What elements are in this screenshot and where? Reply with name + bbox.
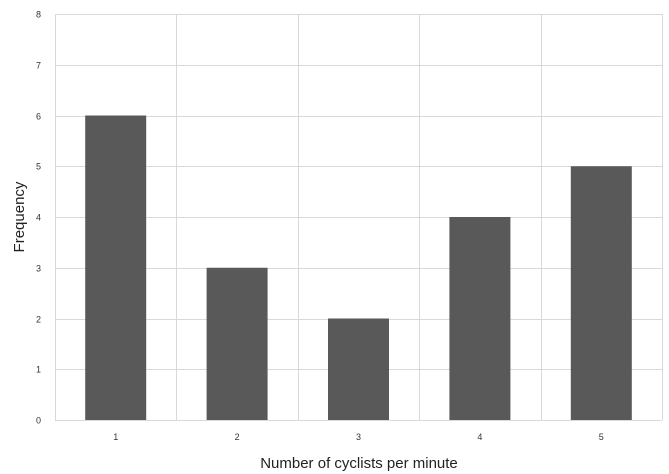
grid-lines bbox=[55, 14, 663, 421]
x-axis-title: Number of cyclists per minute bbox=[260, 455, 458, 472]
bar-1 bbox=[85, 115, 147, 420]
bar-2 bbox=[206, 267, 268, 420]
bar-4 bbox=[449, 217, 511, 420]
bar-3 bbox=[328, 318, 389, 420]
y-axis-title: Frequency bbox=[11, 181, 28, 252]
x-tick-label: 2 bbox=[235, 432, 240, 442]
y-tick-label: 5 bbox=[36, 162, 41, 172]
x-tick-label: 4 bbox=[477, 432, 482, 442]
x-tick-label: 5 bbox=[599, 432, 604, 442]
y-tick-labels: 0 1 2 3 4 5 6 7 8 bbox=[36, 10, 41, 426]
y-tick-label: 3 bbox=[36, 264, 41, 274]
bars bbox=[85, 115, 632, 420]
y-tick-label: 4 bbox=[36, 213, 41, 223]
y-tick-label: 7 bbox=[36, 61, 41, 71]
y-tick-label: 6 bbox=[36, 112, 41, 122]
x-tick-labels: 1 2 3 4 5 bbox=[113, 432, 604, 442]
y-tick-label: 2 bbox=[36, 315, 41, 325]
y-tick-label: 8 bbox=[36, 10, 41, 20]
x-tick-label: 1 bbox=[113, 432, 118, 442]
bar-5 bbox=[570, 166, 632, 420]
y-tick-label: 1 bbox=[36, 365, 41, 375]
y-tick-label: 0 bbox=[36, 416, 41, 426]
x-tick-label: 3 bbox=[356, 432, 361, 442]
